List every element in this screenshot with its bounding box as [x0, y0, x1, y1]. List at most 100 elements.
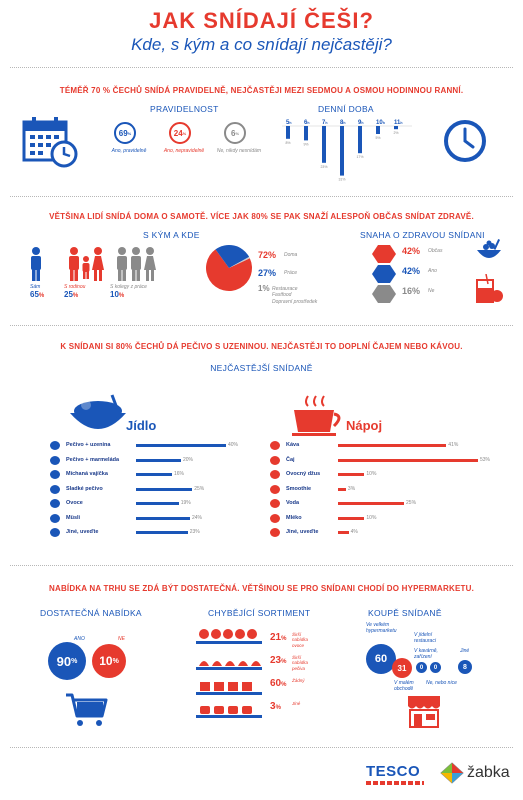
buy-small-circle: 31: [392, 658, 412, 678]
where-label: Práce: [284, 270, 298, 276]
missing-list: 21% Širší nabídka ovoce 23% Širší nabídka p…: [270, 632, 340, 727]
buy-other-circle: 8: [458, 660, 472, 674]
regularity-value: 69: [118, 128, 128, 138]
row-pct: 41%: [448, 442, 459, 448]
regularity-ring: 24%: [169, 122, 191, 144]
healthy-legend: 42% Občas 42% Ano 16% Ne: [402, 246, 462, 304]
row-icon: [50, 470, 60, 479]
row-icon: [50, 441, 60, 450]
who-number: 10: [110, 290, 119, 299]
row-label: Káva: [286, 442, 300, 448]
row-pct: 3%: [347, 485, 356, 492]
who-label: S kolegy z práce: [110, 284, 147, 290]
row-label: Voda: [286, 500, 300, 506]
row-bar: [136, 487, 193, 491]
missing-unit: %: [275, 705, 281, 711]
hour-value: 5%: [375, 136, 380, 140]
bowl-icon: [474, 238, 504, 266]
row-label: Jiné, uveďte: [286, 529, 319, 535]
row-pct: 20%: [183, 456, 194, 463]
hour-value: 31%: [338, 178, 345, 182]
where-value: 27%: [258, 268, 277, 278]
shelves-icon: [196, 626, 266, 720]
hour-value: 17%: [356, 155, 363, 159]
divider: [10, 196, 513, 197]
hour-label: 8h: [340, 120, 345, 126]
divider: [10, 67, 513, 68]
zabka-wordmark: žabka: [467, 764, 510, 781]
row-label: Pečivo + uzenina: [66, 442, 111, 448]
who-title: S KÝM A KDE: [143, 230, 200, 240]
missing-value: 60%: [270, 678, 286, 689]
offer-title: DOSTATEČNÁ NABÍDKA: [40, 608, 142, 618]
row-pct: 23%: [189, 529, 200, 535]
where-label: Doma: [284, 252, 298, 258]
buy-hyper-label: Ve velkém hypermarketu: [366, 622, 397, 634]
hour-unit: h: [307, 121, 309, 125]
row-icon: [50, 528, 60, 537]
buy-cafe-circle: 0: [430, 662, 441, 673]
clock-icon: [442, 118, 488, 164]
regularity-ring: 6%: [224, 122, 246, 144]
row-label: Müsli: [66, 514, 81, 521]
regularity-label: Ano, nepravidelně: [163, 148, 205, 154]
who-value: 65%: [30, 290, 44, 299]
who-value: 10%: [110, 290, 147, 299]
row-bar: [136, 458, 181, 462]
row-icon: [50, 499, 60, 508]
zabka-logo: žabka: [440, 762, 510, 784]
regularity-ring: 69%: [114, 122, 136, 144]
hour-value: 9%: [303, 142, 308, 146]
healthy-value: 42%: [402, 246, 421, 256]
regularity-value: 24: [173, 128, 183, 138]
buy-hyper-circle: 60: [366, 644, 396, 674]
hour-unit: h: [325, 121, 327, 125]
hour-label: 11h: [394, 120, 402, 126]
missing-number: 3: [270, 701, 276, 712]
row-icon: [50, 513, 60, 523]
hour-value: 2%: [393, 131, 398, 135]
hour-bar: [394, 126, 398, 130]
daytime-title: DENNÍ DOBA: [318, 104, 374, 114]
who-label: Sám: [30, 284, 41, 290]
missing-value: 21%: [270, 632, 286, 643]
healthy-label: Občas: [428, 248, 443, 254]
regularity-unit: %: [127, 130, 132, 136]
missing-value: 3%: [270, 701, 281, 712]
food-list: Pečivo + uzenina 40% Pečivo + marmeláda 20%…: [36, 441, 256, 545]
who-label: S rodinou: [64, 284, 86, 290]
offer-yes-unit: %: [71, 657, 78, 665]
row-label: Smoothie: [286, 485, 312, 492]
regularity-label: Ne, nikdy nesnídám: [216, 148, 262, 154]
regularity-unit: %: [182, 130, 187, 136]
regularity-unit: %: [235, 130, 239, 136]
divider: [10, 325, 513, 326]
row-pct: 24%: [192, 514, 203, 521]
section2-headline: VĚTŠINA LIDÍ SNÍDÁ DOMA O SAMOTĚ. VÍCE J…: [49, 212, 474, 221]
hour-bar: [304, 126, 308, 141]
buy-rest-label: V jídelní restauraci: [414, 632, 436, 644]
row-bar: [136, 531, 188, 534]
row-label: Míchaná vajíčka: [66, 471, 108, 477]
missing-unit: %: [281, 636, 287, 642]
offer-yes-label: ANO: [74, 636, 85, 642]
offer-no-unit: %: [112, 657, 119, 665]
row-bar: [338, 473, 365, 476]
buy-hyper-value: 60: [374, 653, 388, 665]
offer-no-label: NE: [118, 636, 125, 642]
buy-none-label: Ne, nebo nice: [426, 680, 457, 686]
who-item: S rodinou 25%: [64, 284, 85, 299]
hour-unit: h: [400, 121, 402, 125]
hour-unit: h: [289, 121, 291, 125]
where-pie: [204, 243, 254, 293]
missing-unit: %: [281, 659, 287, 665]
who-values: Sám 65% S rodinou 25% S kolegy z práce 10%: [28, 284, 188, 304]
row-pct: 10%: [366, 514, 377, 521]
tesco-logo: TESCO: [366, 763, 424, 785]
row-icon: [50, 484, 60, 494]
row-bar: [338, 502, 405, 505]
where-label: Restaurace Fastfood Dopravní prostředek: [272, 286, 318, 305]
buy-cafe-label: V kavárně, zařízení: [414, 648, 438, 660]
breakfast-title: NEJČASTĚJŠÍ SNÍDANĚ: [210, 363, 313, 373]
missing-unit: %: [281, 682, 287, 688]
